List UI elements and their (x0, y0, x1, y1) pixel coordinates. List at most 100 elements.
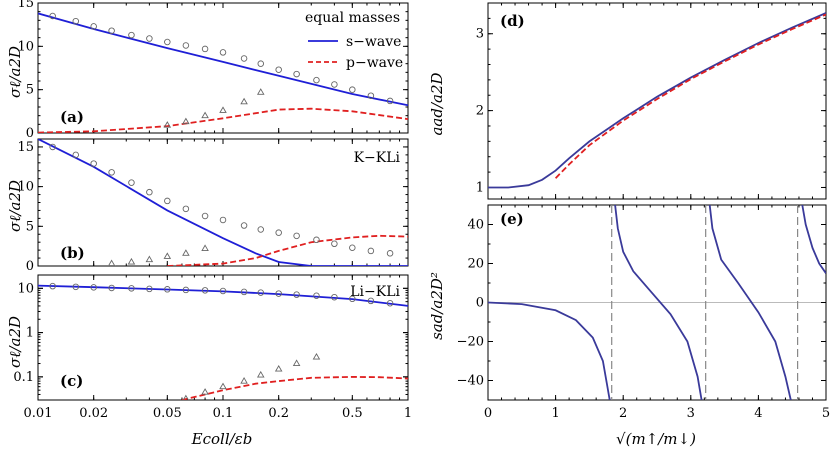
panel-label-a: (a) (60, 108, 84, 126)
series-swave-line (38, 139, 408, 266)
series-pwave-line (38, 107, 408, 133)
data-point-circle (164, 38, 171, 46)
data-point-circle (331, 293, 338, 301)
ylabel-b: σℓ/a2D (6, 180, 24, 232)
data-point-circle (72, 283, 80, 291)
data-point-circle (219, 216, 227, 224)
ylabel-c: σℓ/a2D (6, 316, 24, 368)
ytick-label: 3 (476, 27, 484, 42)
data-point-circle (108, 284, 115, 292)
series-pwave-line (181, 375, 408, 400)
data-point-triangle (219, 106, 227, 113)
panel-label-e: (e) (500, 210, 524, 228)
series-swave-line (614, 205, 703, 400)
xtick-label: 4 (754, 406, 762, 421)
data-point-circle (349, 244, 356, 251)
ytick-label: 5 (26, 219, 34, 234)
panel-label-b: (b) (60, 244, 85, 262)
data-point-circle (201, 45, 209, 53)
xtick-label: 0.05 (153, 406, 182, 421)
data-point-triangle (163, 252, 172, 259)
ytick-label: 15 (17, 140, 34, 155)
data-point-circle (331, 81, 338, 88)
data-point-circle (240, 55, 248, 62)
xtick-label: 1 (404, 406, 412, 421)
data-point-triangle (312, 352, 321, 360)
data-point-circle (349, 295, 356, 303)
panel-label-d: (d) (500, 12, 525, 30)
data-point-circle (201, 212, 209, 220)
legend: equal masses s−wave p−wave (305, 10, 403, 71)
data-point-circle (257, 289, 265, 296)
data-point-circle (219, 287, 227, 295)
data-point-circle (182, 42, 190, 49)
data-point-circle (49, 282, 56, 290)
ytick-label: 1 (26, 326, 34, 341)
data-point-triangle (256, 370, 265, 378)
panel-b: 0 5 10 15 (17, 138, 409, 274)
panel-e: −40 −20 0 20 40 0 1 2 3 4 5 (457, 204, 830, 421)
ytick-label: −20 (457, 335, 484, 350)
data-point-triangle (240, 97, 248, 105)
xtick-label: 0.5 (342, 406, 363, 421)
xtick-label: 0 (484, 406, 492, 421)
data-point-circle (146, 188, 153, 196)
data-point-triangle (182, 394, 189, 400)
data-point-circle (164, 197, 171, 205)
xtick-label: 0.01 (24, 406, 53, 421)
data-point-circle (367, 247, 375, 255)
legend-label-s: s−wave (346, 34, 401, 50)
data-point-triangle (182, 117, 190, 125)
ytick-label: 1 (476, 180, 484, 195)
panel-label-c: (c) (60, 372, 83, 390)
data-point-triangle (274, 364, 283, 372)
series-pwave-line (167, 234, 408, 266)
ytick-label: 5 (26, 83, 34, 98)
ytick-label: 0.1 (13, 370, 34, 385)
data-point-circle (313, 236, 320, 244)
series-swave-line (488, 301, 611, 400)
xtick-label: 1 (551, 406, 559, 421)
ytick-label: 0 (476, 296, 484, 311)
xlabel-c: Ecoll/εb (191, 430, 253, 448)
xtick-label: 0.1 (213, 406, 234, 421)
series-swave-line (708, 205, 792, 400)
ytick-label: 15 (17, 0, 34, 11)
data-point-circle (386, 250, 394, 257)
data-point-triangle (145, 255, 154, 263)
data-point-circle (146, 285, 153, 293)
data-point-triangle (201, 388, 209, 395)
data-point-triangle (182, 249, 190, 256)
ytick-label: 10 (17, 281, 34, 296)
data-point-circle (128, 179, 135, 186)
ytick-label: 40 (467, 218, 484, 233)
frame (487, 2, 827, 200)
data-point-circle (349, 86, 356, 93)
data-point-circle (386, 300, 394, 307)
xtick-label: 3 (687, 406, 695, 421)
data-point-triangle (163, 121, 172, 128)
frame (37, 138, 409, 267)
data-point-circle (367, 297, 375, 305)
data-point-triangle (256, 88, 265, 95)
series-pwave-line (554, 13, 826, 179)
xtick-label: 5 (822, 406, 830, 421)
ylabel-e: sad/a2D² (428, 272, 446, 340)
panel-c: 0.1 1 10 0.01 0.02 0.05 0.1 0.2 0.5 1 (13, 274, 412, 421)
data-point-circle (128, 285, 135, 292)
xtick-label: 2 (619, 406, 627, 421)
ytick-label: −40 (457, 374, 484, 389)
data-point-circle (182, 286, 190, 294)
data-point-circle (275, 229, 282, 236)
data-point-triangle (127, 257, 136, 265)
data-point-circle (49, 12, 56, 20)
annotation-b: K−KLi (354, 150, 401, 166)
ytick-label: 10 (17, 180, 34, 195)
data-point-circle (331, 240, 338, 248)
data-point-circle (49, 143, 56, 151)
panel-a: 0 5 10 15 (17, 0, 409, 141)
data-point-circle (108, 27, 115, 34)
data-point-triangle (201, 111, 209, 119)
